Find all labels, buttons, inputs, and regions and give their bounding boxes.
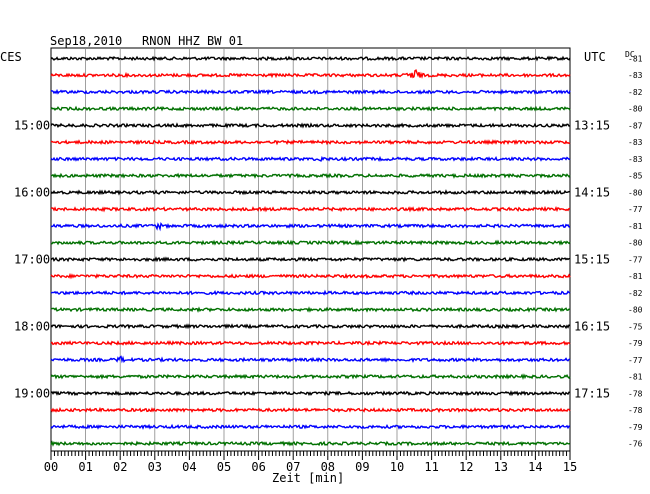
- x-tick-label: 04: [182, 460, 196, 474]
- offset-value-label: -75: [628, 322, 643, 331]
- offset-value-label: -83: [628, 155, 643, 164]
- x-tick-label: 02: [113, 460, 127, 474]
- offset-value-label: -78: [628, 406, 643, 415]
- offset-value-label: -85: [628, 172, 643, 181]
- seismic-trace: [50, 355, 571, 364]
- offset-value-label: -80: [628, 239, 643, 248]
- offset-value-label: -81: [628, 272, 643, 281]
- x-tick-label: 07: [286, 460, 300, 474]
- seismic-trace: [50, 306, 571, 313]
- x-tick-label: 13: [494, 460, 508, 474]
- seismic-trace: [50, 205, 571, 213]
- offset-value-label: -80: [628, 105, 643, 114]
- seismic-trace: [50, 88, 571, 96]
- offset-value-label: -80: [628, 188, 643, 197]
- seismic-trace: [50, 440, 571, 447]
- label-group: 15:00 16:00 17:00 18:00 19:00 13:15 14:15 15:15…: [14, 55, 643, 449]
- left-hour-label: 17:00: [14, 252, 50, 266]
- right-hour-label: 17:15: [574, 386, 610, 400]
- seismic-trace: [50, 139, 571, 146]
- x-axis: 00 01 02 03 04 05 06 07 08 09 10 11 12 13 14 15: [44, 451, 577, 474]
- offset-value-label: -78: [628, 389, 643, 398]
- seismic-trace: [50, 289, 571, 296]
- x-tick-label: 01: [78, 460, 92, 474]
- seismic-trace: [50, 323, 571, 330]
- seismic-trace: [50, 406, 571, 414]
- offset-value-label: -81: [628, 373, 643, 382]
- right-hour-label: 16:15: [574, 319, 610, 333]
- seismic-trace: [50, 69, 571, 79]
- right-timezone-label: UTC: [584, 50, 606, 64]
- seismic-trace: [50, 373, 571, 381]
- seismic-trace: [50, 272, 571, 280]
- offset-value-label: -77: [628, 356, 643, 365]
- seismic-trace: [50, 423, 571, 430]
- left-timezone-label: CES: [0, 50, 22, 64]
- left-hour-label: 16:00: [14, 185, 50, 199]
- offset-value-label: -83: [628, 138, 643, 147]
- seismic-trace: [50, 172, 571, 179]
- seismic-trace: [50, 222, 571, 232]
- right-hour-label: 14:15: [574, 185, 610, 199]
- x-tick-label: 08: [321, 460, 335, 474]
- x-tick-label: 15: [563, 460, 577, 474]
- right-hour-label: 13:15: [574, 118, 610, 132]
- offset-value-label: -77: [628, 255, 643, 264]
- offset-value-label: -83: [628, 71, 643, 80]
- offset-header-label: DC: [625, 50, 635, 59]
- left-hour-label: 18:00: [14, 319, 50, 333]
- grid: [50, 47, 571, 452]
- x-tick-label: 12: [459, 460, 473, 474]
- offset-value-label: -79: [628, 423, 643, 432]
- x-tick-label: 14: [528, 460, 542, 474]
- x-axis-label: Zeit [min]: [272, 471, 344, 485]
- trace-group: [50, 55, 571, 447]
- offset-value-label: -82: [628, 289, 643, 298]
- offset-value-label: -79: [628, 339, 643, 348]
- offset-value-label: -82: [628, 88, 643, 97]
- right-hour-label: 15:15: [574, 252, 610, 266]
- offset-value-label: -76: [628, 440, 643, 449]
- offset-value-label: -80: [628, 306, 643, 315]
- x-tick-label: 10: [390, 460, 404, 474]
- date-label: Sep18,2010: [50, 34, 122, 48]
- offset-value-label: -77: [628, 205, 643, 214]
- station-label: RNON HHZ BW 01: [142, 34, 243, 48]
- x-tick-label: 11: [424, 460, 438, 474]
- left-hour-label: 19:00: [14, 386, 50, 400]
- left-hour-label: 15:00: [14, 118, 50, 132]
- offset-value-label: -81: [628, 55, 643, 64]
- seismic-trace: [50, 256, 571, 263]
- x-tick-label: 09: [355, 460, 369, 474]
- x-tick-label: 00: [44, 460, 58, 474]
- seismic-trace: [50, 189, 571, 196]
- seismic-trace: [50, 105, 571, 112]
- seismic-trace: [50, 122, 571, 129]
- x-tick-label: 05: [217, 460, 231, 474]
- seismic-trace: [50, 339, 571, 347]
- offset-value-label: -81: [628, 222, 643, 231]
- x-tick-label: 06: [251, 460, 265, 474]
- seismic-trace: [50, 239, 571, 246]
- seismic-trace: [50, 390, 571, 397]
- seismic-trace: [50, 55, 571, 62]
- seismic-trace: [50, 155, 571, 162]
- offset-value-label: -87: [628, 121, 643, 130]
- x-tick-label: 03: [148, 460, 162, 474]
